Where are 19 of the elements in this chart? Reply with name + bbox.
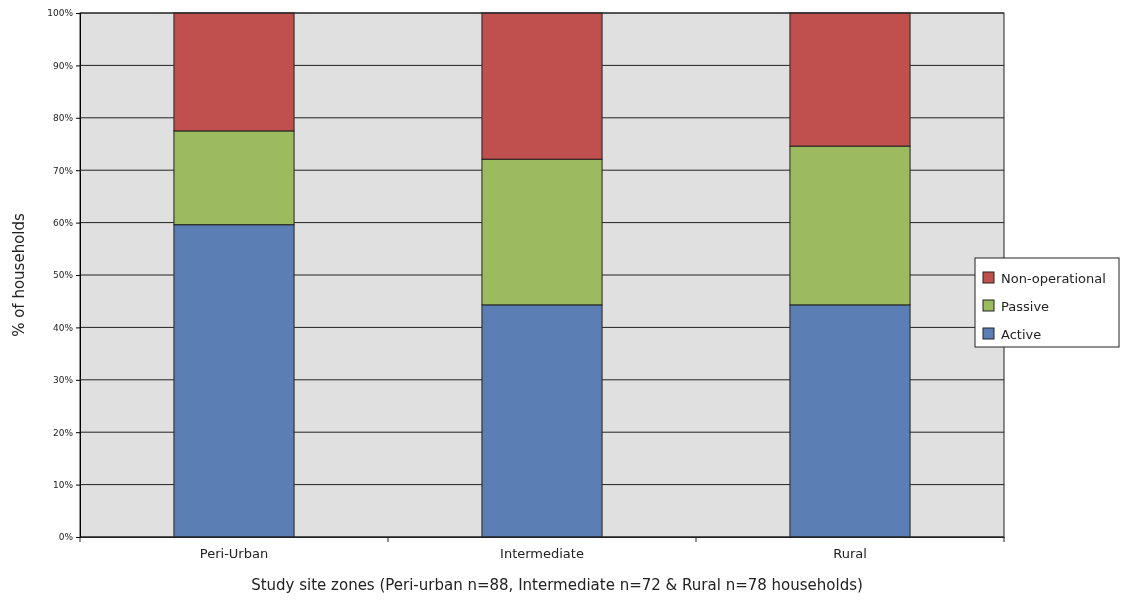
- y-tick-label: 60%: [52, 217, 74, 228]
- x-tick-label: Peri-Urban: [199, 546, 269, 562]
- x-axis-title: Study site zones (Peri-urban n=88, Intermediate n=72 & Rural n=78 households): [251, 576, 863, 594]
- legend-label: Passive: [1001, 299, 1050, 314]
- y-tick-label: 40%: [52, 322, 74, 333]
- y-tick-label: 0%: [58, 532, 74, 543]
- y-tick-label: 30%: [52, 375, 74, 386]
- y-tick-label: 70%: [52, 165, 74, 176]
- y-tick-label: 100%: [47, 8, 74, 19]
- legend-label: Non-operational: [1001, 271, 1106, 286]
- y-tick-label: 50%: [52, 270, 74, 281]
- y-tick-label: 10%: [52, 479, 74, 490]
- legend-label: Active: [1001, 327, 1042, 342]
- y-tick-label: 90%: [52, 60, 74, 71]
- x-tick-label: Intermediate: [500, 546, 584, 562]
- y-axis-title: % of households: [10, 212, 28, 337]
- x-tick-label: Rural: [833, 546, 867, 562]
- y-tick-label: 80%: [52, 113, 74, 124]
- y-tick-label: 20%: [52, 427, 74, 438]
